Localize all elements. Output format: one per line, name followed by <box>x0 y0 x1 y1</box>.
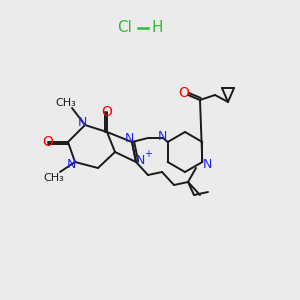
Text: O: O <box>43 135 53 149</box>
Text: CH₃: CH₃ <box>44 173 64 183</box>
Text: CH₃: CH₃ <box>56 98 76 108</box>
Text: N: N <box>158 130 167 143</box>
Text: N: N <box>135 154 145 167</box>
Text: N: N <box>202 158 212 172</box>
Text: N: N <box>66 158 76 170</box>
Text: N: N <box>77 116 87 130</box>
Text: O: O <box>102 105 112 119</box>
Text: +: + <box>144 149 152 159</box>
Text: N: N <box>124 131 134 145</box>
Text: O: O <box>178 86 189 100</box>
Text: Cl: Cl <box>118 20 132 35</box>
Text: H: H <box>151 20 163 35</box>
